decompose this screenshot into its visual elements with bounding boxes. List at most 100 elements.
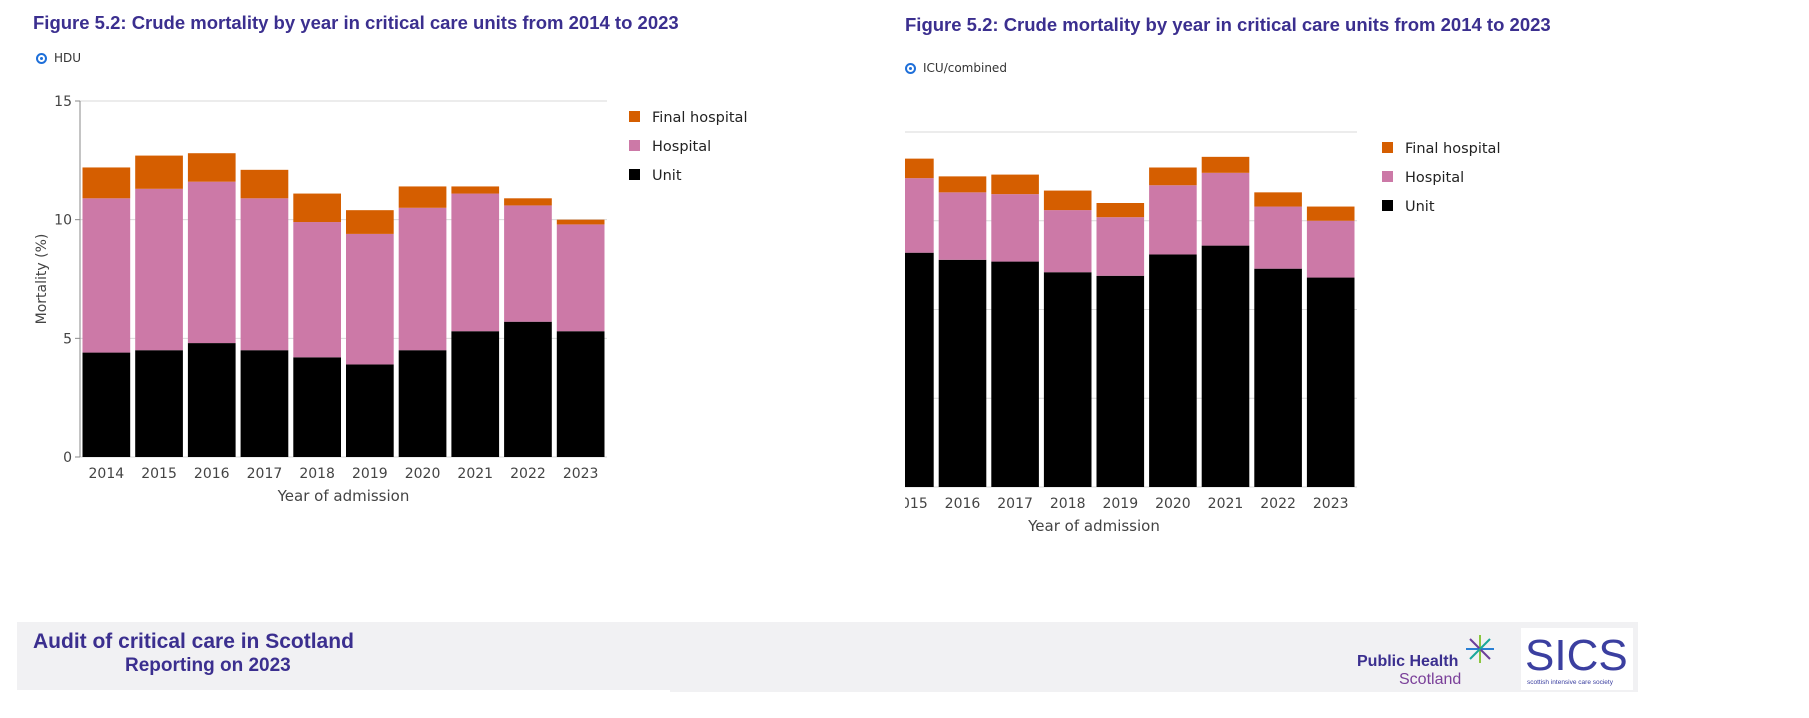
bar-segment-hospital [1149, 185, 1197, 255]
bar-segment-unit [451, 331, 500, 457]
bar-segment-hospital [187, 181, 236, 344]
x-tick-label: 2022 [510, 466, 546, 482]
bar-segment-hospital [293, 222, 341, 358]
bar-segment-final-hospital [82, 167, 131, 199]
x-axis-label: Year of admission [1027, 517, 1160, 535]
bar-segment-final-hospital [293, 193, 341, 223]
radio-hdu[interactable]: HDU [36, 51, 81, 65]
phs-logo-line2: Scotland [1399, 671, 1461, 688]
chart-svg-icu: 0510152020142015201620172018201920202021… [905, 131, 1500, 535]
y-axis-label: Mortality (%) [34, 234, 50, 325]
x-tick-label: 2015 [141, 466, 177, 482]
bar-segment-hospital [240, 198, 289, 351]
bar-segment-unit [556, 331, 605, 457]
chart-panel-icu: Figure 5.2: Crude mortality by year in c… [905, 0, 1809, 620]
x-tick-label: 2016 [194, 466, 230, 482]
bar-segment-hospital [905, 178, 934, 253]
chart-title: Figure 5.2: Crude mortality by year in c… [33, 12, 679, 33]
bar-segment-unit [1201, 245, 1250, 487]
x-tick-label: 2017 [997, 496, 1033, 512]
x-tick-label: 2020 [1155, 496, 1191, 512]
bar-segment-unit [1096, 275, 1145, 487]
bar-segment-final-hospital [398, 186, 447, 208]
bar-segment-final-hospital [1096, 203, 1145, 218]
bar-segment-hospital [938, 192, 987, 260]
y-tick-label: 15 [54, 94, 72, 110]
bar-segment-hospital [82, 198, 131, 353]
bar-segment-unit [346, 364, 394, 457]
y-tick-label: 5 [63, 331, 72, 347]
bar-segment-final-hospital [938, 176, 987, 193]
x-tick-label: 2022 [1260, 496, 1296, 512]
legend-label: Unit [1405, 199, 1435, 215]
chart-title: Figure 5.2: Crude mortality by year in c… [905, 14, 1551, 35]
y-tick-label: 10 [54, 213, 72, 229]
bar-segment-final-hospital [240, 169, 289, 199]
bar-segment-hospital [504, 205, 552, 322]
x-tick-label: 2023 [563, 466, 599, 482]
bar-segment-hospital [398, 207, 447, 351]
chart-panel-hdu: Figure 5.2: Crude mortality by year in c… [0, 0, 900, 620]
x-tick-label: 2014 [89, 466, 125, 482]
x-tick-label: 2019 [1102, 496, 1138, 512]
x-tick-label: 2020 [405, 466, 441, 482]
bar-segment-unit [398, 350, 447, 457]
radio-label: ICU/combined [923, 61, 1007, 75]
legend-swatch [1382, 142, 1393, 153]
bar-segment-unit [293, 357, 341, 457]
sics-tagline: scottish intensive care society [1527, 679, 1614, 686]
phs-logo-line1: Public Health [1357, 653, 1458, 670]
x-tick-label: 2019 [352, 466, 388, 482]
legend-swatch [629, 140, 640, 151]
bar-segment-unit [135, 350, 183, 457]
bar-segment-final-hospital [1306, 206, 1355, 221]
bar-segment-final-hospital [1043, 190, 1092, 211]
radio-selected-icon[interactable] [905, 62, 916, 74]
phs-star-icon: Public Health Scotland [1357, 635, 1494, 688]
sics-logo: SICS scottish intensive care society [1521, 628, 1633, 690]
legend-label: Unit [652, 168, 682, 184]
bar-segment-final-hospital [1201, 156, 1250, 173]
bar-segment-hospital [451, 193, 500, 332]
bar-segment-final-hospital [1254, 192, 1302, 207]
x-tick-label: 2021 [457, 466, 493, 482]
bar-segment-final-hospital [905, 158, 934, 179]
legend-label: Hospital [1405, 170, 1464, 186]
bar-segment-final-hospital [451, 186, 500, 194]
radio-label: HDU [54, 51, 82, 65]
bar-segment-final-hospital [187, 153, 236, 182]
bar-segment-final-hospital [346, 210, 394, 234]
legend-label: Final hospital [1405, 141, 1500, 157]
footer-subtitle: Reporting on 2023 [125, 655, 291, 676]
legend-swatch [629, 111, 640, 122]
y-tick-label: 0 [63, 450, 72, 466]
bar-segment-hospital [556, 224, 605, 332]
radio-selected-icon[interactable] [36, 52, 47, 64]
bar-segment-hospital [346, 233, 394, 365]
bar-segment-final-hospital [991, 174, 1039, 195]
bar-segment-unit [1254, 268, 1302, 487]
x-tick-label: 2018 [299, 466, 335, 482]
bar-segment-hospital [991, 194, 1039, 262]
bar-segment-final-hospital [556, 219, 605, 225]
bar-segment-unit [1043, 272, 1092, 487]
bar-segment-unit [504, 321, 552, 457]
bar-segment-unit [938, 259, 987, 487]
bar-segment-hospital [1201, 172, 1250, 246]
legend-swatch [629, 169, 640, 180]
radio-icu-combined[interactable]: ICU/combined [905, 61, 1007, 75]
legend-label: Final hospital [652, 110, 747, 126]
bar-segment-unit [187, 343, 236, 457]
legend-swatch [1382, 200, 1393, 211]
x-axis-label: Year of admission [277, 487, 410, 505]
x-tick-label: 2018 [1050, 496, 1086, 512]
bar-segment-hospital [1043, 210, 1092, 273]
bar-segment-hospital [1254, 206, 1302, 269]
chart-svg-hdu: 0 5 10 15 2014 2015 2016 2017 2018 2019 2020 2021 20… [34, 94, 747, 505]
x-tick-label: 2017 [247, 466, 283, 482]
legend-swatch [1382, 171, 1393, 182]
x-tick-label: 2015 [905, 496, 928, 512]
x-tick-label: 2023 [1313, 496, 1349, 512]
legend-label: Hospital [652, 139, 711, 155]
footer-title: Audit of critical care in Scotland [33, 630, 354, 653]
